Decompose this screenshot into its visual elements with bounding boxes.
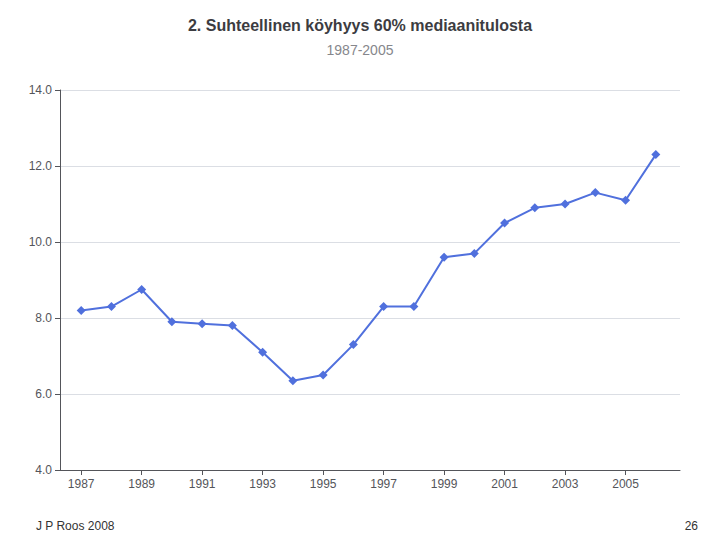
svg-text:2003: 2003 bbox=[552, 477, 579, 491]
svg-text:1987: 1987 bbox=[68, 477, 95, 491]
svg-text:1995: 1995 bbox=[310, 477, 337, 491]
svg-text:8.0: 8.0 bbox=[35, 311, 52, 325]
svg-text:12.0: 12.0 bbox=[29, 159, 53, 173]
svg-text:26: 26 bbox=[685, 519, 699, 533]
svg-text:1993: 1993 bbox=[249, 477, 276, 491]
svg-text:1987-2005: 1987-2005 bbox=[327, 42, 394, 58]
svg-text:1991: 1991 bbox=[189, 477, 216, 491]
svg-text:2. Suhteellinen köyhyys 60% me: 2. Suhteellinen köyhyys 60% mediaanitulo… bbox=[188, 17, 532, 34]
svg-text:1997: 1997 bbox=[370, 477, 397, 491]
svg-text:10.0: 10.0 bbox=[29, 235, 53, 249]
svg-text:2005: 2005 bbox=[612, 477, 639, 491]
svg-text:4.0: 4.0 bbox=[35, 463, 52, 477]
svg-text:1989: 1989 bbox=[128, 477, 155, 491]
svg-text:6.0: 6.0 bbox=[35, 387, 52, 401]
svg-text:J P Roos 2008: J P Roos 2008 bbox=[36, 519, 115, 533]
svg-text:2001: 2001 bbox=[491, 477, 518, 491]
svg-text:14.0: 14.0 bbox=[29, 83, 53, 97]
svg-text:1999: 1999 bbox=[431, 477, 458, 491]
